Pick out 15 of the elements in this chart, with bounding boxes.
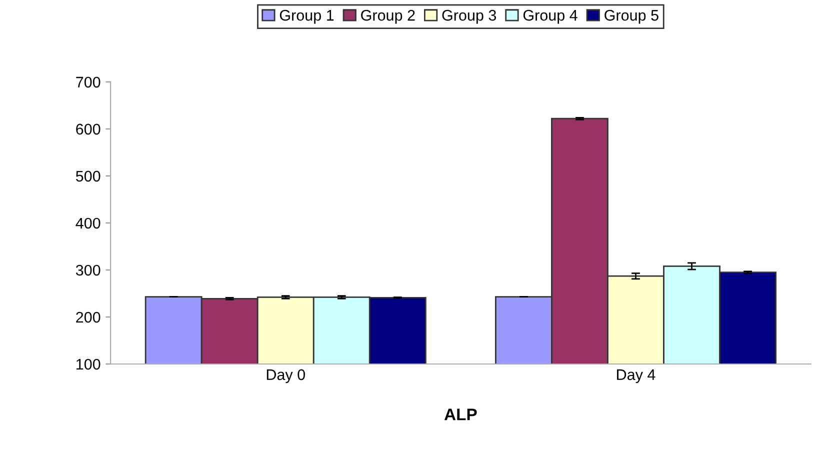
x-axis-title: ALP [444,408,477,420]
y-tick-label: 700 [76,76,100,88]
y-tick-label: 400 [76,218,100,229]
y-tick-label: 200 [76,312,100,323]
legend-label: Group 1 [280,10,334,24]
y-tick-label: 100 [76,358,100,370]
legend-label: Group 3 [442,10,496,24]
y-tick-label: 600 [76,124,100,135]
x-tick-label: Day 4 [617,369,656,384]
y-tick-label: 500 [76,170,100,182]
x-tick-label: Day 0 [266,369,305,384]
legend-label: Group 2 [361,10,415,24]
legend-label: Group 5 [604,10,658,24]
legend-label: Group 4 [523,10,578,24]
y-tick-label: 300 [76,264,100,276]
